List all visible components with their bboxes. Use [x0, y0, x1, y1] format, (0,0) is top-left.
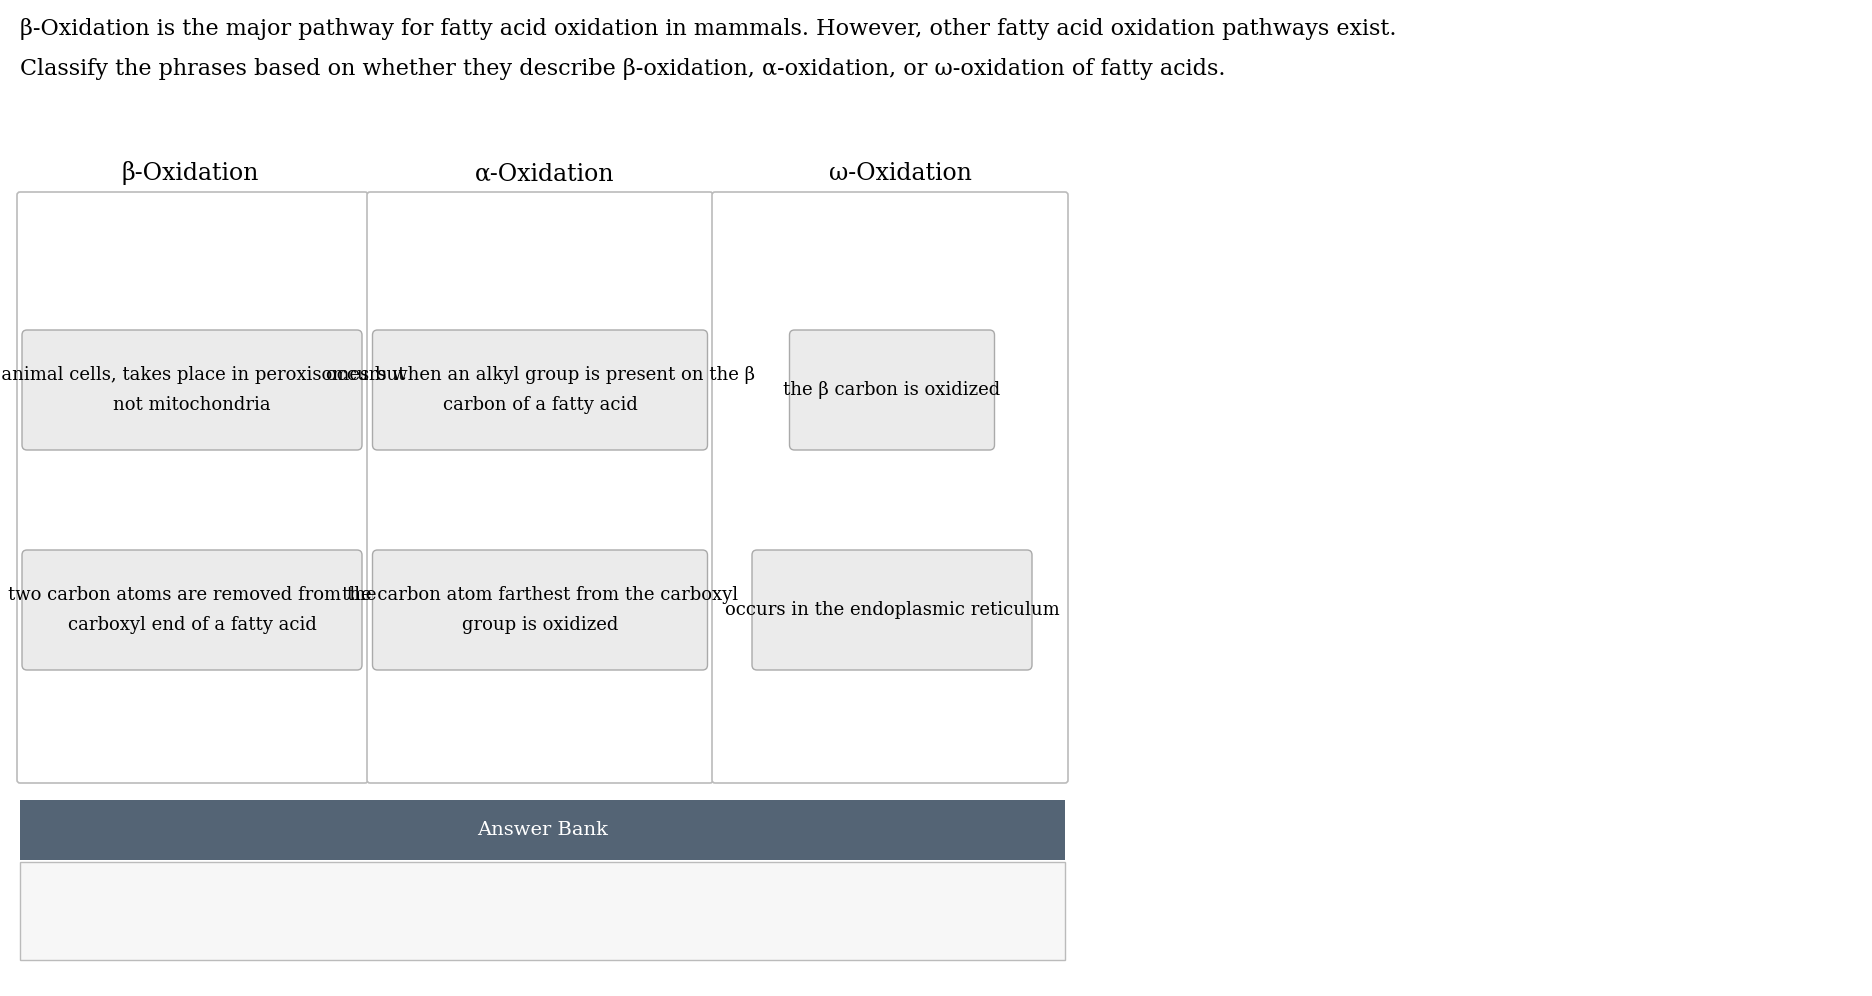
FancyBboxPatch shape — [21, 800, 1065, 860]
Text: in animal cells, takes place in peroxisomes but
not mitochondria: in animal cells, takes place in peroxiso… — [0, 367, 406, 413]
Text: β-Oxidation is the major pathway for fatty acid oxidation in mammals. However, o: β-Oxidation is the major pathway for fat… — [21, 18, 1397, 40]
FancyBboxPatch shape — [753, 550, 1031, 670]
FancyBboxPatch shape — [21, 862, 1065, 960]
Text: occurs in the endoplasmic reticulum: occurs in the endoplasmic reticulum — [724, 601, 1060, 619]
Text: α-Oxidation: α-Oxidation — [475, 162, 614, 185]
Text: occurs when an alkyl group is present on the β
carbon of a fatty acid: occurs when an alkyl group is present on… — [326, 367, 754, 413]
FancyBboxPatch shape — [22, 550, 361, 670]
FancyBboxPatch shape — [22, 330, 361, 450]
Text: Classify the phrases based on whether they describe β-oxidation, α-oxidation, or: Classify the phrases based on whether th… — [21, 58, 1226, 80]
Text: the carbon atom farthest from the carboxyl
group is oxidized: the carbon atom farthest from the carbox… — [343, 587, 738, 633]
Text: β-Oxidation: β-Oxidation — [122, 161, 258, 185]
FancyBboxPatch shape — [711, 192, 1069, 783]
FancyBboxPatch shape — [373, 550, 708, 670]
Text: the β carbon is oxidized: the β carbon is oxidized — [782, 381, 1002, 399]
Text: ω-Oxidation: ω-Oxidation — [829, 162, 972, 185]
FancyBboxPatch shape — [373, 330, 708, 450]
Text: two carbon atoms are removed from the
carboxyl end of a fatty acid: two carbon atoms are removed from the ca… — [7, 587, 376, 633]
Text: Answer Bank: Answer Bank — [477, 821, 608, 839]
FancyBboxPatch shape — [17, 192, 369, 783]
FancyBboxPatch shape — [790, 330, 994, 450]
FancyBboxPatch shape — [367, 192, 713, 783]
